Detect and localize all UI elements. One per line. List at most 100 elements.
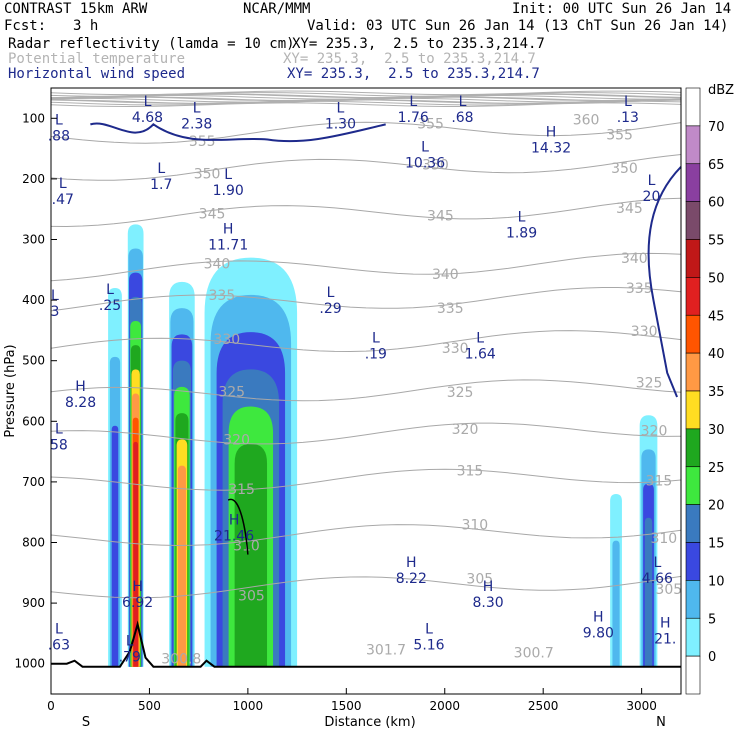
y-tick-label: 400	[22, 293, 45, 307]
wind-extremum-value: .68	[451, 110, 473, 126]
colorbar-level-label: 50	[708, 271, 725, 286]
wind-extremum-marker: L	[55, 112, 63, 128]
colorbar-swatch	[685, 201, 701, 240]
colorbar-swatch	[685, 466, 701, 505]
forecast-hours: 3 h	[73, 18, 99, 34]
colorbar-unit: dBZ	[708, 83, 734, 98]
colorbar-swatch	[685, 87, 701, 127]
colorbar-swatch	[685, 125, 701, 165]
init-time: Init: 00 UTC Sun 26 Jan 14	[512, 1, 732, 17]
wind-extremum-value: 1.89	[506, 225, 537, 241]
theta-contour-upper	[50, 102, 682, 108]
theta-contour-label: 320	[223, 432, 250, 448]
wind-extremum-value: 1.7	[150, 177, 172, 193]
wind-extremum-marker: H	[75, 379, 86, 395]
theta-contour-label: 330	[442, 341, 469, 357]
wind-extremum-marker: L	[106, 282, 114, 298]
colorbar-swatch	[685, 617, 701, 657]
wind-extremum-marker: H	[229, 512, 240, 528]
colorbar-level-label: 40	[708, 347, 725, 362]
reflectivity-cell-5-band-20	[644, 517, 653, 667]
colorbar-swatch	[685, 428, 701, 468]
x-tick-label: 1000	[233, 699, 264, 713]
reflectivity-cell-0-band-15	[111, 425, 119, 667]
wind-extremum-value: .88	[48, 128, 70, 144]
theta-contour-label: 345	[199, 207, 226, 223]
wind-extremum-value: 3	[50, 304, 59, 320]
wind-extremum-marker: H	[483, 579, 494, 595]
wind-extremum-marker: L	[425, 621, 433, 637]
wind-extremum-value: 4.68	[132, 110, 163, 126]
colorbar-swatch	[685, 352, 701, 392]
theta-contour-label: 330	[213, 332, 240, 348]
colorbar-swatch	[685, 239, 701, 278]
y-tick-label: 100	[22, 111, 45, 125]
theta-contour-label: 355	[606, 128, 633, 144]
wind-extremum-value: .47	[52, 192, 74, 208]
colorbar-level-label: 15	[708, 537, 725, 552]
wind-extremum-value: 5.16	[413, 637, 444, 653]
wind-extremum-value: 14.32	[531, 141, 571, 157]
wind-extremum-marker: H	[223, 222, 234, 238]
theta-contour-label: 350	[422, 158, 449, 174]
wind-speed-contour	[647, 166, 682, 398]
reflectivity-cell-3-band-30	[234, 443, 268, 667]
wind-extremum-value: .63	[48, 637, 70, 653]
theta-isentrope	[50, 252, 682, 282]
field-name-reflectivity: Radar reflectivity (lamda = 10 cm)	[8, 36, 295, 52]
theta-contour-label: 315	[457, 464, 484, 480]
wind-extremum-value: 21.	[654, 631, 676, 647]
wind-extremum-marker: L	[157, 161, 165, 177]
theta-contour-label: 345	[616, 201, 643, 217]
theta-contour-label: 355	[417, 117, 444, 133]
colorbar-swatch	[685, 314, 701, 354]
wind-extremum-marker: L	[59, 176, 67, 192]
field-name-wind: Horizontal wind speed	[8, 66, 186, 82]
colorbar-swatch	[685, 277, 701, 316]
wind-extremum-value: 6.92	[122, 595, 153, 611]
colorbar-level-label: 20	[708, 499, 725, 514]
wind-extremum-value: 10.36	[405, 156, 445, 172]
reflectivity-cell-1-band-50	[133, 441, 139, 667]
reflectivity-cell-4-band-10	[612, 540, 620, 667]
theta-contour-label: 301.7	[366, 643, 406, 659]
field-xy-reflectivity: XY= 235.3, 2.5 to 235.3,214.7	[292, 36, 545, 52]
theta-contour-label: 355	[189, 134, 216, 150]
wind-extremum-marker: L	[653, 555, 661, 571]
wind-extremum-marker: H	[660, 615, 671, 631]
valid-time: Valid: 03 UTC Sun 26 Jan 14 (13 ChT Sun …	[307, 18, 729, 34]
colorbar-level-label: 0	[708, 650, 716, 665]
colorbar-level-label: 60	[708, 196, 725, 211]
terrain-line	[51, 620, 681, 668]
colorbar-level-label: 45	[708, 309, 725, 324]
y-tick-label: 900	[22, 596, 45, 610]
theta-contour-label: 335	[209, 288, 236, 304]
wind-extremum-marker: L	[224, 167, 232, 183]
model-title: CONTRAST 15km ARW	[4, 1, 148, 17]
wind-speed-contour	[90, 122, 386, 143]
theta-contour-label: 305	[466, 572, 493, 588]
theta-contour-label: 340	[204, 257, 231, 273]
x-axis-title: Distance (km)	[324, 715, 415, 730]
theta-contour-label: 325	[447, 385, 474, 401]
plot-frame	[50, 87, 682, 695]
field-name-theta: Potential temperature	[8, 51, 186, 67]
theta-isentrope	[50, 468, 682, 491]
field-xy-theta: XY= 235.3, 2.5 to 235.3,214.7	[283, 51, 536, 67]
y-tick-label: 1000	[14, 657, 45, 671]
theta-contour-label: 305	[238, 588, 265, 604]
org-label: NCAR/MMM	[243, 1, 311, 17]
y-axis-title: Pressure (hPa)	[3, 344, 18, 437]
reflectivity-cell-2-band-40	[177, 465, 186, 667]
wind-extremum-marker: L	[459, 94, 467, 110]
theta-contour-label: 315	[646, 474, 673, 490]
theta-isentrope	[50, 121, 682, 144]
theta-contour-label: 310	[650, 531, 677, 547]
theta-contour-label: 315	[228, 482, 255, 498]
y-tick-label: 600	[22, 414, 45, 428]
theta-contour-label: 350	[194, 166, 221, 182]
wind-extremum-marker: L	[648, 173, 656, 189]
x-tick-label: 0	[47, 699, 55, 713]
theta-contour-label: 320	[641, 423, 668, 439]
wind-extremum-marker: L	[624, 94, 632, 110]
